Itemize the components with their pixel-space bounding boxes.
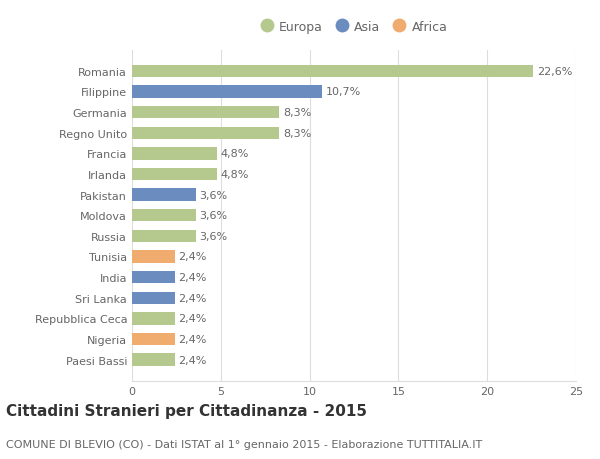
- Text: 10,7%: 10,7%: [326, 87, 361, 97]
- Bar: [132, 333, 175, 345]
- Text: 2,4%: 2,4%: [178, 313, 206, 324]
- Bar: [132, 66, 533, 78]
- Text: 2,4%: 2,4%: [178, 355, 206, 365]
- Bar: [132, 230, 196, 242]
- Text: 8,3%: 8,3%: [283, 108, 311, 118]
- Bar: [132, 271, 175, 284]
- Text: 2,4%: 2,4%: [178, 252, 206, 262]
- Bar: [132, 251, 175, 263]
- Bar: [132, 127, 280, 140]
- Bar: [132, 210, 196, 222]
- Bar: [132, 292, 175, 304]
- Text: Cittadini Stranieri per Cittadinanza - 2015: Cittadini Stranieri per Cittadinanza - 2…: [6, 403, 367, 419]
- Text: 4,8%: 4,8%: [221, 169, 249, 179]
- Text: 4,8%: 4,8%: [221, 149, 249, 159]
- Text: 8,3%: 8,3%: [283, 129, 311, 139]
- Bar: [132, 168, 217, 181]
- Bar: [132, 86, 322, 98]
- Legend: Europa, Asia, Africa: Europa, Asia, Africa: [257, 17, 451, 38]
- Text: 2,4%: 2,4%: [178, 273, 206, 282]
- Text: 3,6%: 3,6%: [199, 231, 227, 241]
- Text: 2,4%: 2,4%: [178, 334, 206, 344]
- Text: 3,6%: 3,6%: [199, 211, 227, 221]
- Bar: [132, 353, 175, 366]
- Text: COMUNE DI BLEVIO (CO) - Dati ISTAT al 1° gennaio 2015 - Elaborazione TUTTITALIA.: COMUNE DI BLEVIO (CO) - Dati ISTAT al 1°…: [6, 440, 482, 449]
- Text: 22,6%: 22,6%: [537, 67, 572, 77]
- Bar: [132, 148, 217, 160]
- Text: 3,6%: 3,6%: [199, 190, 227, 200]
- Text: 2,4%: 2,4%: [178, 293, 206, 303]
- Bar: [132, 106, 280, 119]
- Bar: [132, 313, 175, 325]
- Bar: [132, 189, 196, 202]
